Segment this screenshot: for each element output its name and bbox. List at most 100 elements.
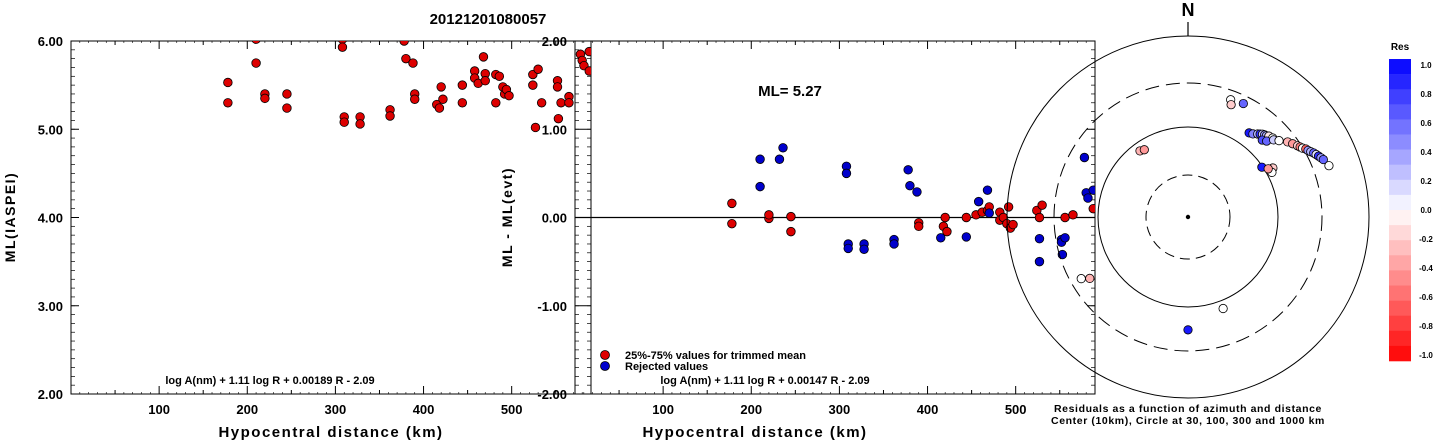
accepted-point (408, 58, 418, 68)
accepted-point (223, 77, 233, 88)
rejected-point (841, 168, 852, 179)
accepted-point (1037, 200, 1047, 210)
station-residual-point (1085, 273, 1095, 283)
accepted-point (533, 64, 543, 74)
y-tick-label: 3.00 (38, 299, 63, 314)
x-axis-label: Hypocentral distance (km) (218, 424, 443, 441)
accepted-point (584, 66, 591, 76)
colorbar-cell (1389, 255, 1411, 271)
colorbar-cell (1389, 89, 1411, 105)
station-residual-point (1263, 164, 1273, 174)
colorbar-cell (1389, 300, 1411, 316)
accepted-point (1068, 210, 1078, 220)
accepted-point (961, 212, 972, 223)
accepted-point (251, 41, 261, 44)
rejected-point (936, 233, 946, 243)
rejected-point (1034, 256, 1045, 267)
accepted-point (457, 80, 468, 90)
y-tick-label: -2.00 (537, 387, 567, 402)
accepted-point (223, 98, 233, 108)
accepted-point (457, 98, 468, 108)
station-residual-point (1139, 145, 1149, 155)
accepted-point (260, 93, 270, 104)
colorbar-label: -1.0 (1419, 351, 1433, 360)
accepted-point (1088, 203, 1095, 214)
colorbar-label: 0.0 (1420, 206, 1432, 215)
colorbar-cell (1389, 164, 1411, 181)
polar-caption-line1: Residuals as a function of azimuth and d… (1054, 403, 1322, 415)
rejected-point (903, 165, 913, 175)
accepted-point (727, 198, 737, 209)
rejected-point (905, 181, 915, 191)
accepted-point (1034, 212, 1045, 223)
accepted-point (478, 52, 489, 62)
y-tick-label: -1.00 (537, 299, 567, 314)
station-residual-point (1226, 100, 1236, 110)
accepted-point (552, 82, 563, 92)
accepted-point (940, 212, 950, 223)
rejected-point (982, 185, 993, 195)
x-tick-label: 500 (501, 402, 523, 417)
station-residual-point (1183, 325, 1193, 335)
accepted-point (553, 113, 564, 124)
accepted-point (536, 98, 547, 108)
colorbar-cell (1389, 119, 1411, 135)
colorbar-cell (1389, 59, 1411, 75)
station-residual-point (1318, 154, 1328, 165)
rejected-point (1034, 233, 1045, 244)
x-tick-label: 400 (413, 402, 435, 417)
colorbar-cell (1389, 285, 1411, 301)
x-tick-label: 300 (325, 402, 347, 417)
legend-rejected-marker (600, 361, 610, 371)
x-axis-label: Hypocentral distance (km) (642, 424, 867, 441)
polar-caption-line2: Center (10km), Circle at 30, 100, 300 an… (1051, 415, 1325, 427)
accepted-point (480, 76, 490, 86)
legend-accepted-marker (600, 350, 610, 360)
accepted-point (282, 89, 292, 99)
accepted-point (1003, 202, 1014, 212)
rejected-point (774, 154, 785, 164)
colorbar-cell (1389, 74, 1411, 90)
station-residuals (1076, 95, 1334, 335)
rejected-point (912, 187, 922, 197)
circle-100km (1097, 126, 1279, 308)
x-tick-label: 100 (148, 402, 170, 417)
accepted-point (764, 210, 774, 220)
colorbar-cell (1389, 210, 1411, 226)
x-tick-label: 300 (829, 402, 851, 417)
data-points (223, 41, 591, 133)
residual-vs-distance-panel: 100 200 300 400 500 -2.00 -1.00 0.00 1.00 2.00 ML… (499, 34, 1096, 441)
data-points (727, 143, 1095, 267)
colorbar-cell (1389, 330, 1411, 347)
station-residual-point (1218, 303, 1228, 314)
legend-accepted-label: 25%-75% values for trimmed mean (625, 350, 806, 362)
accepted-point (1008, 219, 1018, 230)
colorbar-cell (1389, 240, 1411, 256)
station-residual-point (1324, 161, 1334, 171)
rejected-point (1060, 233, 1070, 243)
colorbar-label: -0.6 (1419, 293, 1433, 302)
x-tick-label: 100 (652, 402, 674, 417)
station-residual-point (1274, 136, 1284, 146)
residual-colorbar: Res 1.0 0.8 0.6 0.4 0.2 0.0 -0.2 -0.4 -0.6 -0.8 -1… (1389, 42, 1433, 362)
rejected-point (889, 239, 899, 249)
accepted-point (530, 122, 541, 133)
axis-ticks: 100 200 300 400 500 2.00 3.00 4.00 5.00 6.00 (38, 34, 591, 417)
accepted-point (355, 119, 365, 129)
colorbar-label: 0.4 (1420, 148, 1432, 157)
accepted-point (339, 117, 349, 127)
north-label: N (1182, 0, 1195, 20)
colorbar-label: 1.0 (1420, 61, 1432, 70)
station-residual-point (1076, 274, 1086, 284)
accepted-point (504, 91, 514, 101)
rejected-point (859, 244, 869, 254)
colorbar-label: 0.6 (1420, 119, 1432, 128)
accepted-point (491, 98, 501, 108)
colorbar-cell (1389, 315, 1411, 332)
x-tick-label: 200 (740, 402, 762, 417)
accepted-point (786, 226, 796, 237)
center-point (1185, 214, 1191, 220)
rejected-point (984, 208, 994, 218)
y-tick-label: 1.00 (542, 122, 567, 137)
y-tick-label: 2.00 (542, 34, 567, 49)
